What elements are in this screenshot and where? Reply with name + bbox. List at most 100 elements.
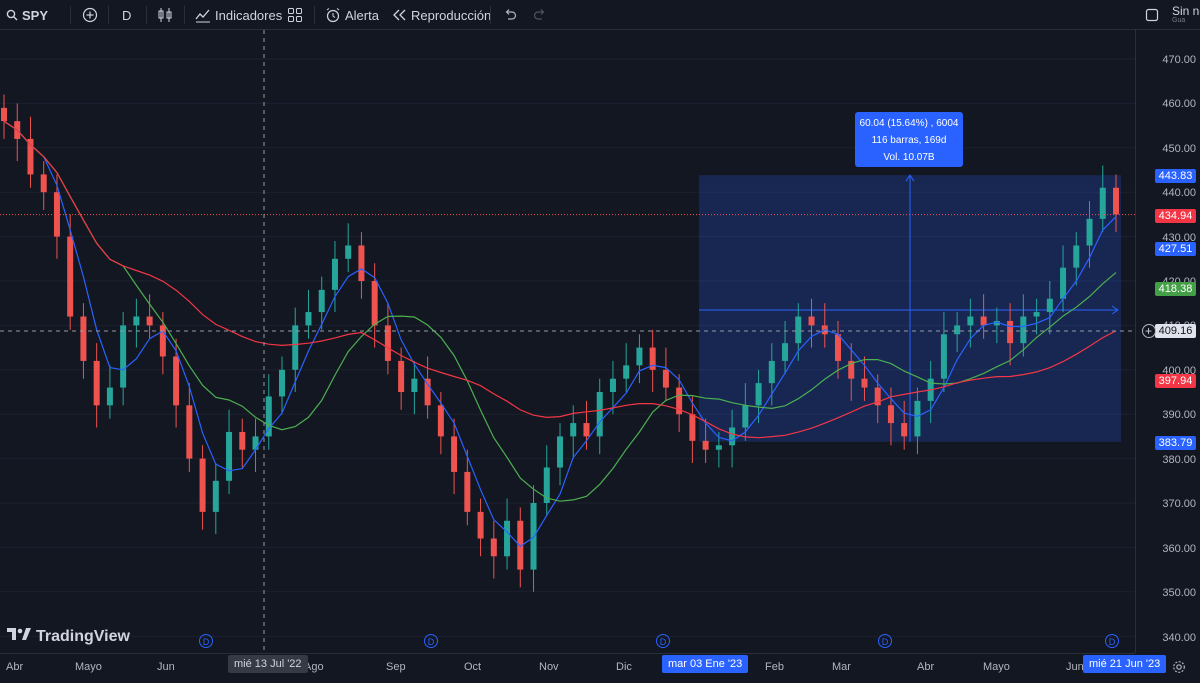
candle-body [689, 414, 696, 441]
candle-body [477, 511, 484, 539]
search-icon [6, 9, 18, 21]
price-tick: 470.00 [1162, 54, 1196, 66]
indicators-button[interactable]: Indicadores [195, 0, 282, 30]
plus-icon: + [1145, 324, 1153, 338]
time-tick: Ago [304, 661, 324, 673]
time-tick: Dic [616, 661, 632, 673]
measure-bars: 116 barras, 169d [871, 135, 947, 146]
toolbar-divider [490, 6, 491, 24]
measure-end-date-badge: mié 21 Jun '23 [1083, 655, 1167, 673]
time-tick: Mayo [75, 661, 102, 673]
candle-body [874, 387, 881, 406]
ma-red-line [3, 120, 1117, 439]
indicators-icon [195, 7, 211, 23]
toolbar-divider [70, 6, 71, 24]
candle-body [954, 325, 961, 335]
candle-body [914, 400, 921, 437]
time-tick: Nov [539, 661, 559, 673]
chart-type-button[interactable] [157, 0, 173, 30]
price-axis[interactable]: 470.00 460.00 450.00 440.00 430.00 420.0… [1135, 30, 1200, 653]
candle-body [504, 520, 511, 557]
candle-body [1033, 312, 1040, 317]
candle-body [742, 405, 749, 428]
price-tick: 390.00 [1162, 409, 1196, 421]
tradingview-logo[interactable]: TradingView [7, 627, 130, 646]
measure-change: 60.04 (15.64%) , 6004 [859, 118, 959, 129]
price-tick: 440.00 [1162, 187, 1196, 199]
dividend-marker[interactable]: D [656, 634, 670, 648]
candle-body [93, 360, 100, 406]
price-tick: 340.00 [1162, 632, 1196, 644]
candle-body [1007, 320, 1014, 344]
rewind-icon [393, 9, 407, 21]
layouts-button[interactable] [287, 0, 303, 30]
time-tick: Jun [157, 661, 175, 673]
candle-body [636, 347, 643, 366]
candle-body [490, 538, 497, 557]
ma-red-price-badge: 397.94 [1155, 374, 1196, 388]
candle-body [570, 423, 577, 437]
save-status-label: Sin no [1172, 4, 1200, 18]
price-tick: 450.00 [1162, 143, 1196, 155]
candle-body [146, 316, 153, 326]
candle-body [1086, 218, 1093, 246]
measure-arrow-right [1111, 305, 1119, 315]
ma-green-price-badge: 418.38 [1155, 282, 1196, 296]
candle-body [437, 405, 444, 437]
candle-body [702, 440, 709, 450]
candle-body [1060, 267, 1067, 299]
candle-body [199, 458, 206, 512]
candle-body [173, 356, 180, 406]
candle-body [371, 281, 378, 326]
time-axis[interactable]: Abr Mayo Jun Ago Sep Oct Nov Dic Feb Mar… [0, 653, 1135, 683]
candle-body [331, 258, 338, 290]
add-price-alert-button[interactable]: + [1142, 324, 1156, 338]
square-icon [1145, 8, 1159, 22]
time-tick: Feb [765, 661, 784, 673]
chart-pane[interactable] [0, 30, 1200, 653]
candle-body [186, 405, 193, 459]
candle-body [1073, 245, 1080, 268]
measure-start-date-badge: mar 03 Ene '23 [662, 655, 749, 673]
fullscreen-toggle[interactable] [1145, 0, 1159, 30]
dividend-marker[interactable]: D [424, 634, 438, 648]
grid-icon [287, 7, 303, 23]
time-tick: Abr [917, 661, 935, 673]
interval-label: D [122, 7, 132, 23]
candle-body [318, 289, 325, 313]
candle-body [252, 436, 259, 450]
time-tick: Jun [1066, 661, 1084, 673]
candle-body [1113, 187, 1119, 215]
alert-button[interactable]: Alerta [325, 0, 379, 30]
ma-blue-price-badge: 427.51 [1155, 242, 1196, 256]
dividend-marker[interactable]: D [878, 634, 892, 648]
candle-body [557, 436, 563, 468]
candle-body [848, 360, 855, 379]
price-chart[interactable] [0, 30, 1200, 653]
candle-body [517, 520, 524, 570]
candle-body [715, 445, 722, 450]
candle-body [159, 325, 166, 357]
dividend-marker[interactable]: D [199, 634, 213, 648]
toolbar-divider [146, 6, 147, 24]
top-toolbar: SPY D Indicadores Alerta [0, 0, 1200, 30]
save-status[interactable]: Sin no Gua [1172, 0, 1200, 30]
undo-button[interactable] [503, 0, 517, 30]
candle-body [398, 360, 405, 392]
candles-icon [157, 7, 173, 23]
interval-button[interactable]: D [122, 0, 131, 30]
symbol-search-button[interactable]: SPY [6, 0, 48, 30]
toolbar-divider [314, 6, 315, 24]
settings-gear-button[interactable] [1172, 660, 1186, 679]
ma-blue-line [3, 120, 1117, 548]
redo-button[interactable] [533, 0, 547, 30]
save-status-sublabel: Gua [1172, 17, 1186, 24]
time-tick: Mayo [983, 661, 1010, 673]
candle-body [279, 369, 285, 397]
compare-add-button[interactable] [82, 0, 98, 30]
time-tick: Sep [386, 661, 406, 673]
replay-button[interactable]: Reproducción [393, 0, 491, 30]
dividend-marker[interactable]: D [1105, 634, 1119, 648]
candle-body [755, 383, 762, 406]
measure-bottom-price-badge: 383.79 [1155, 436, 1196, 450]
